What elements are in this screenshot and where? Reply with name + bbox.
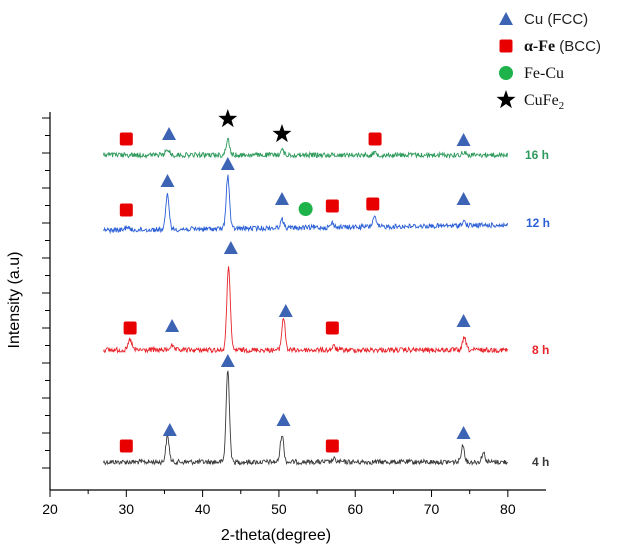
series-label: 8 h (532, 343, 549, 357)
peak-marker-triangle (160, 174, 175, 187)
legend-label: CuFe2 (524, 92, 564, 112)
peak-marker-square (325, 199, 339, 213)
peak-marker-square (325, 321, 339, 335)
legend-label-suffix: (BCC) (555, 38, 601, 55)
series-line-4h (102, 370, 508, 467)
series-line-8h (103, 266, 508, 355)
peak-markers (119, 109, 471, 453)
peak-marker-circle (298, 202, 313, 216)
peak-marker-triangle (223, 241, 238, 254)
series-label: 12 h (526, 216, 550, 230)
peak-marker-triangle (456, 192, 471, 205)
legend-label-main: CuFe (524, 92, 559, 109)
peak-marker-triangle (456, 426, 471, 439)
peak-marker-triangle (456, 133, 471, 146)
legend-label: Fe-Cu (524, 65, 564, 82)
legend-entry: α-Fe (BCC) (499, 38, 601, 55)
peak-marker-triangle (220, 354, 235, 367)
peak-marker-triangle (162, 423, 177, 436)
legend-label-subscript: 2 (559, 100, 565, 112)
peak-marker-triangle (456, 314, 471, 327)
legend: Cu (FCC) α-Fe (BCC) Fe-Cu CuFe2 (496, 11, 601, 112)
x-axis-title: 2-theta(degree) (221, 527, 331, 544)
peak-marker-square (366, 197, 380, 211)
legend-square-icon (499, 39, 513, 53)
peak-marker-triangle (165, 319, 180, 332)
peak-marker-star (218, 109, 238, 128)
peak-marker-triangle (220, 157, 235, 170)
legend-star-icon (496, 90, 516, 109)
x-tick-label: 50 (271, 501, 287, 517)
x-tick-label: 20 (42, 501, 58, 517)
legend-entry: Fe-Cu (499, 65, 564, 82)
series-line-16h (102, 137, 508, 160)
peak-marker-square (119, 439, 133, 453)
x-tick-label: 60 (347, 501, 363, 517)
legend-label-main: α-Fe (524, 38, 555, 55)
series-label: 4 h (532, 455, 549, 469)
peak-marker-triangle (278, 304, 293, 317)
legend-entry: CuFe2 (496, 90, 564, 112)
series-layer (102, 137, 508, 467)
series-line-12h (103, 174, 508, 235)
peak-marker-triangle (162, 127, 177, 140)
legend-triangle-icon (499, 12, 513, 25)
series-labels: 4 h 8 h 12 h 16 h (525, 148, 550, 469)
x-tick-label: 80 (500, 501, 516, 517)
peak-marker-square (123, 321, 137, 335)
peak-marker-square (119, 203, 133, 217)
legend-circle-icon (499, 66, 513, 80)
legend-entry: Cu (FCC) (499, 11, 588, 28)
peak-marker-square (325, 439, 339, 453)
axes: 20 30 40 50 60 70 80 (42, 112, 546, 517)
y-axis-title: Intensity (a.u) (6, 252, 23, 349)
peak-marker-star (272, 124, 292, 143)
legend-label: α-Fe (BCC) (524, 38, 601, 55)
x-tick-label: 40 (195, 501, 211, 517)
peak-marker-square (119, 132, 133, 146)
peak-marker-triangle (274, 192, 289, 205)
peak-marker-square (368, 132, 382, 146)
x-tick-label: 30 (119, 501, 135, 517)
x-tick-label: 70 (424, 501, 440, 517)
legend-label: Cu (FCC) (524, 11, 588, 28)
peak-marker-triangle (276, 413, 291, 426)
series-label: 16 h (525, 148, 549, 162)
